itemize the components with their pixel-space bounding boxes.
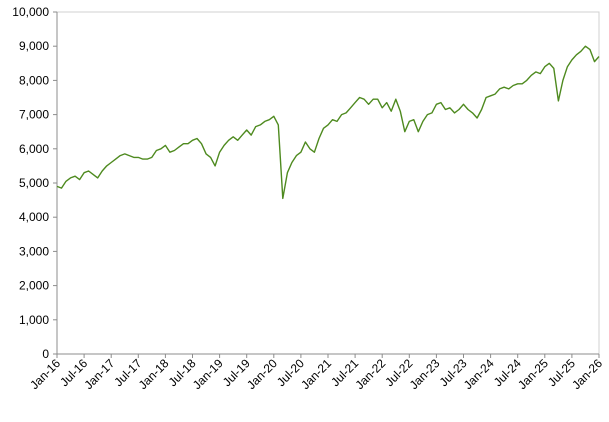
- y-tick-label: 6,000: [19, 142, 49, 156]
- y-tick-label: 2,000: [19, 279, 49, 293]
- y-axis: 0 1,000 2,000 3,000 4,000 5,000 6,000 7,000 8,00…: [12, 5, 58, 361]
- series-line-0: [56, 45, 600, 200]
- y-tick-label: 4,000: [19, 210, 49, 224]
- y-tick-label: 9,000: [19, 39, 49, 53]
- y-tick-label: 3,000: [19, 244, 49, 258]
- y-tick-label: 5,000: [19, 176, 49, 190]
- series-layer: [56, 45, 600, 200]
- y-tick-label: 1,000: [19, 313, 49, 327]
- y-tick-label: 10,000: [12, 5, 49, 19]
- y-tick-label: 8,000: [19, 73, 49, 87]
- y-tick-label: 7,000: [19, 108, 49, 122]
- y-tick-label: 0: [42, 347, 49, 361]
